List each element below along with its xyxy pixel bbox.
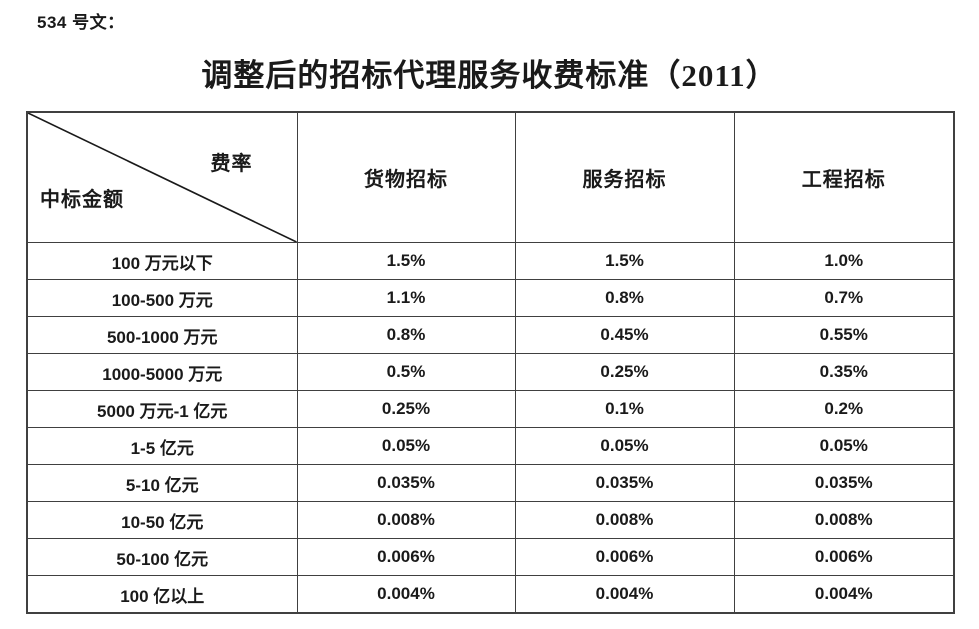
corner-fee-rate-label: 费率 (210, 153, 253, 175)
rate-cell: 0.008% (514, 501, 735, 539)
rate-cell: 0.5% (296, 353, 516, 391)
rate-cell: 0.035% (514, 464, 735, 502)
rate-cell: 1.0% (733, 242, 955, 280)
row-label: 5000 万元-1 亿元 (26, 390, 298, 428)
fee-rate-table: 费率 中标金额 货物招标 服务招标 工程招标 100 万元以下 1.5% 1.5… (26, 111, 955, 614)
rate-cell: 0.7% (733, 279, 955, 317)
row-label: 1-5 亿元 (26, 427, 298, 465)
row-label: 100 亿以上 (26, 575, 298, 614)
rate-cell: 0.004% (733, 575, 955, 614)
rate-cell: 0.35% (733, 353, 955, 391)
rate-cell: 0.45% (514, 316, 735, 354)
rate-cell: 0.05% (296, 427, 516, 465)
row-label: 5-10 亿元 (26, 464, 298, 502)
rate-cell: 1.1% (296, 279, 516, 317)
column-header-services: 服务招标 (514, 111, 735, 243)
rate-cell: 0.8% (514, 279, 735, 317)
rate-cell: 0.006% (733, 538, 955, 576)
rate-cell: 0.05% (733, 427, 955, 465)
table-row: 5-10 亿元 0.035% 0.035% 0.035% (26, 464, 955, 502)
rate-cell: 0.25% (296, 390, 516, 428)
row-label: 100-500 万元 (26, 279, 298, 317)
rate-cell: 0.05% (514, 427, 735, 465)
corner-bid-amount-label: 中标金额 (40, 189, 124, 211)
rate-cell: 0.2% (733, 390, 955, 428)
rate-cell: 0.1% (514, 390, 735, 428)
rate-cell: 0.008% (296, 501, 516, 539)
rate-cell: 0.004% (296, 575, 516, 614)
table-row: 100 万元以下 1.5% 1.5% 1.0% (26, 242, 955, 280)
rate-cell: 0.006% (296, 538, 516, 576)
row-label: 100 万元以下 (26, 242, 298, 280)
rate-cell: 0.8% (296, 316, 516, 354)
rate-cell: 0.035% (296, 464, 516, 502)
rate-cell: 1.5% (514, 242, 735, 280)
table-row: 1000-5000 万元 0.5% 0.25% 0.35% (26, 353, 955, 391)
doc-number-label: 534 号文： (37, 13, 125, 32)
row-label: 10-50 亿元 (26, 501, 298, 539)
corner-cell: 费率 中标金额 (26, 111, 298, 243)
column-header-goods: 货物招标 (296, 111, 516, 243)
rate-cell: 0.008% (733, 501, 955, 539)
rate-cell: 0.035% (733, 464, 955, 502)
column-header-engineering: 工程招标 (733, 111, 955, 243)
table-row: 100 亿以上 0.004% 0.004% 0.004% (26, 575, 955, 614)
table-row: 10-50 亿元 0.008% 0.008% 0.008% (26, 501, 955, 539)
table-row: 50-100 亿元 0.006% 0.006% 0.006% (26, 538, 955, 576)
row-label: 1000-5000 万元 (26, 353, 298, 391)
rate-cell: 0.55% (733, 316, 955, 354)
row-label: 500-1000 万元 (26, 316, 298, 354)
page-title: 调整后的招标代理服务收费标准（2011） (201, 58, 778, 93)
table-row: 100-500 万元 1.1% 0.8% 0.7% (26, 279, 955, 317)
table-row: 500-1000 万元 0.8% 0.45% 0.55% (26, 316, 955, 354)
rate-cell: 0.25% (514, 353, 735, 391)
diagonal-line (28, 113, 297, 242)
row-label: 50-100 亿元 (26, 538, 298, 576)
rate-cell: 0.006% (514, 538, 735, 576)
header-row: 费率 中标金额 货物招标 服务招标 工程招标 (26, 111, 955, 243)
table-row: 5000 万元-1 亿元 0.25% 0.1% 0.2% (26, 390, 955, 428)
rate-cell: 1.5% (296, 242, 516, 280)
rate-cell: 0.004% (514, 575, 735, 614)
table-row: 1-5 亿元 0.05% 0.05% 0.05% (26, 427, 955, 465)
